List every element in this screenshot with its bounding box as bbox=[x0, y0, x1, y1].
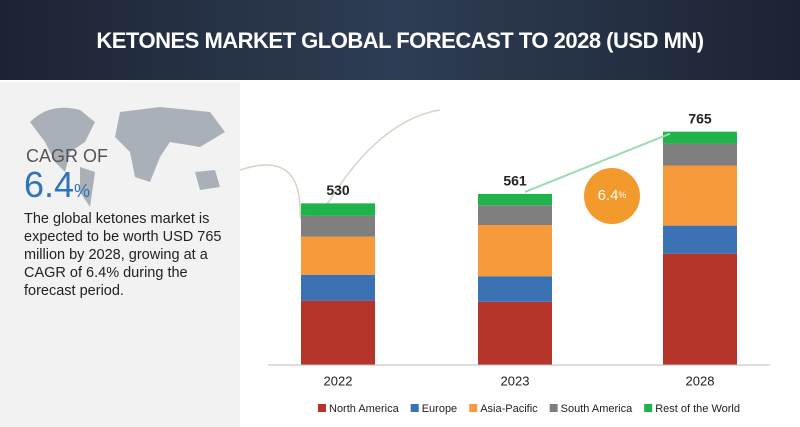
growth-arrow bbox=[524, 132, 671, 193]
x-tick-label: 2028 bbox=[686, 373, 715, 388]
legend-label: South America bbox=[561, 403, 633, 415]
legend-label: Europe bbox=[422, 403, 457, 415]
world-map bbox=[30, 107, 225, 207]
legend-label: Rest of the World bbox=[655, 403, 740, 415]
x-tick-label: 2022 bbox=[324, 373, 353, 388]
bar-segment bbox=[301, 215, 375, 237]
bar-segment bbox=[663, 131, 737, 144]
header-band bbox=[0, 0, 800, 80]
cagr-value: 6.4% bbox=[24, 164, 90, 206]
total-label: 561 bbox=[503, 173, 527, 189]
bar-segment bbox=[301, 236, 375, 275]
cagr-bubble bbox=[584, 168, 640, 224]
bar-segment bbox=[301, 274, 375, 301]
legend-label: North America bbox=[329, 403, 400, 415]
cagr-unit: % bbox=[74, 181, 91, 201]
cagr-bubble-number: 6.4 bbox=[598, 187, 619, 204]
legend-label: Asia-Pacific bbox=[480, 403, 538, 415]
bar-segment bbox=[663, 253, 737, 365]
total-label: 765 bbox=[688, 110, 712, 126]
bar-segment bbox=[478, 225, 552, 277]
bar-segment bbox=[478, 276, 552, 302]
legend-swatch bbox=[469, 404, 478, 412]
bar-segment bbox=[301, 203, 375, 216]
bar-segment bbox=[663, 225, 737, 254]
bar-segment bbox=[478, 205, 552, 226]
legend-swatch bbox=[644, 404, 653, 412]
bar-segment bbox=[478, 301, 552, 365]
side-panel bbox=[0, 82, 240, 427]
bar-segment bbox=[663, 165, 737, 226]
chart-title: KETONES MARKET GLOBAL FORECAST TO 2028 (… bbox=[96, 28, 704, 53]
total-label: 530 bbox=[326, 182, 350, 198]
bar-segment bbox=[478, 193, 552, 206]
legend-swatch bbox=[549, 404, 558, 412]
x-tick-label: 2023 bbox=[501, 373, 530, 388]
description: The global ketones market is expected to… bbox=[24, 211, 222, 299]
legend-swatch bbox=[318, 404, 326, 412]
cagr-label: CAGR OF bbox=[26, 146, 109, 166]
cagr-number: 6.4 bbox=[24, 164, 75, 205]
legend-swatch bbox=[410, 404, 419, 412]
bar-segment bbox=[301, 300, 375, 365]
cagr-bubble-text: 6.4% bbox=[598, 187, 627, 204]
cagr-bubble-unit: % bbox=[618, 190, 626, 200]
bar-segment bbox=[663, 143, 737, 166]
